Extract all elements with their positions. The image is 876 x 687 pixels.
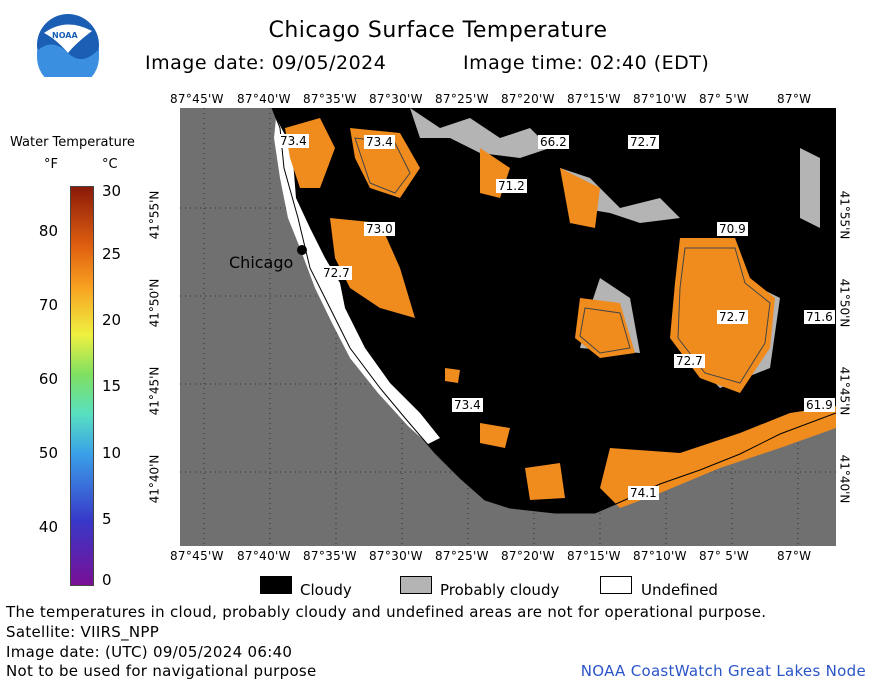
lat-label: 41°50'N bbox=[147, 278, 162, 328]
temperature-label: 73.4 bbox=[364, 135, 395, 149]
tick-c: 10 bbox=[102, 444, 122, 462]
temperature-label: 71.6 bbox=[804, 310, 835, 324]
utc-date: Image date: (UTC) 09/05/2024 06:40 bbox=[6, 643, 293, 661]
lat-label: 41°45'N bbox=[837, 366, 852, 416]
lat-label: 41°40'N bbox=[147, 454, 162, 504]
satellite-info: Satellite: VIIRS_NPP bbox=[6, 623, 160, 641]
temperature-label: 72.7 bbox=[717, 310, 748, 324]
image-time: Image time: 02:40 (EDT) bbox=[463, 52, 710, 74]
lon-label: 87°35'W bbox=[303, 92, 357, 106]
navigation-warning: Not to be used for navigational purpose bbox=[6, 662, 317, 680]
tick-f: 80 bbox=[38, 222, 58, 240]
lon-label: 87°10'W bbox=[633, 549, 687, 563]
temperature-label: 71.2 bbox=[496, 179, 527, 193]
lon-label: 87°40'W bbox=[237, 549, 291, 563]
tick-c: 15 bbox=[102, 377, 122, 395]
cloudy-swatch bbox=[260, 576, 292, 594]
chicago-marker bbox=[297, 245, 307, 255]
page-title: Chicago Surface Temperature bbox=[268, 18, 608, 43]
temperature-colorbar bbox=[70, 186, 94, 586]
legend-title: Water Temperature bbox=[10, 135, 135, 150]
undefined-label: Undefined bbox=[641, 581, 718, 599]
temperature-label: 66.2 bbox=[538, 135, 569, 149]
lat-label: 41°55'N bbox=[837, 190, 852, 240]
tick-c: 5 bbox=[102, 510, 112, 528]
lat-label: 41°55'N bbox=[147, 190, 162, 240]
lon-label: 87°25'W bbox=[435, 549, 489, 563]
temperature-label: 72.7 bbox=[674, 354, 705, 368]
unit-celsius: °C bbox=[102, 157, 118, 172]
lon-label: 87°45'W bbox=[170, 92, 224, 106]
lon-label: 87°10'W bbox=[633, 92, 687, 106]
temperature-map: 73.4 73.4 66.2 72.7 71.2 73.0 70.9 72.7 … bbox=[180, 107, 837, 546]
temperature-label: 73.4 bbox=[452, 398, 483, 412]
temperature-label: 72.7 bbox=[628, 135, 659, 149]
lat-label: 41°40'N bbox=[837, 454, 852, 504]
probably-cloudy-swatch bbox=[400, 576, 432, 594]
lon-label: 87°W bbox=[777, 549, 812, 563]
lon-label: 87°W bbox=[777, 92, 812, 106]
lon-label: 87°25'W bbox=[435, 92, 489, 106]
lon-label: 87°30'W bbox=[369, 92, 423, 106]
tick-f: 40 bbox=[38, 518, 58, 536]
undefined-swatch bbox=[600, 576, 632, 594]
temperature-label: 74.1 bbox=[628, 486, 659, 500]
temperature-label: 72.7 bbox=[321, 266, 352, 280]
lon-label: 87° 5'W bbox=[699, 92, 749, 106]
tick-c: 0 bbox=[102, 571, 112, 589]
image-date: Image date: 09/05/2024 bbox=[145, 52, 387, 74]
credit: NOAA CoastWatch Great Lakes Node bbox=[580, 662, 866, 680]
probably-cloudy-label: Probably cloudy bbox=[440, 581, 560, 599]
tick-c: 25 bbox=[102, 245, 122, 263]
tick-f: 60 bbox=[38, 370, 58, 388]
unit-fahrenheit: °F bbox=[44, 157, 58, 172]
temperature-label: 61.9 bbox=[804, 398, 835, 412]
temperature-label: 70.9 bbox=[717, 222, 748, 236]
temperature-label: 73.4 bbox=[278, 134, 309, 148]
lat-label: 41°50'N bbox=[837, 278, 852, 328]
lon-label: 87° 5'W bbox=[699, 549, 749, 563]
lon-label: 87°35'W bbox=[303, 549, 357, 563]
tick-f: 50 bbox=[38, 444, 58, 462]
tick-c: 20 bbox=[102, 311, 122, 329]
lon-label: 87°30'W bbox=[369, 549, 423, 563]
city-label: Chicago bbox=[229, 253, 294, 272]
logo-text: NOAA bbox=[52, 31, 78, 40]
tick-f: 70 bbox=[38, 296, 58, 314]
lon-label: 87°20'W bbox=[501, 549, 555, 563]
lon-label: 87°45'W bbox=[170, 549, 224, 563]
lat-label: 41°45'N bbox=[147, 366, 162, 416]
cloudy-label: Cloudy bbox=[300, 581, 352, 599]
lon-label: 87°40'W bbox=[237, 92, 291, 106]
lon-label: 87°15'W bbox=[567, 92, 621, 106]
lon-label: 87°15'W bbox=[567, 549, 621, 563]
temperature-label: 73.0 bbox=[364, 222, 395, 236]
tick-c: 30 bbox=[102, 182, 122, 200]
lon-label: 87°20'W bbox=[501, 92, 555, 106]
disclaimer-note: The temperatures in cloud, probably clou… bbox=[6, 603, 767, 621]
